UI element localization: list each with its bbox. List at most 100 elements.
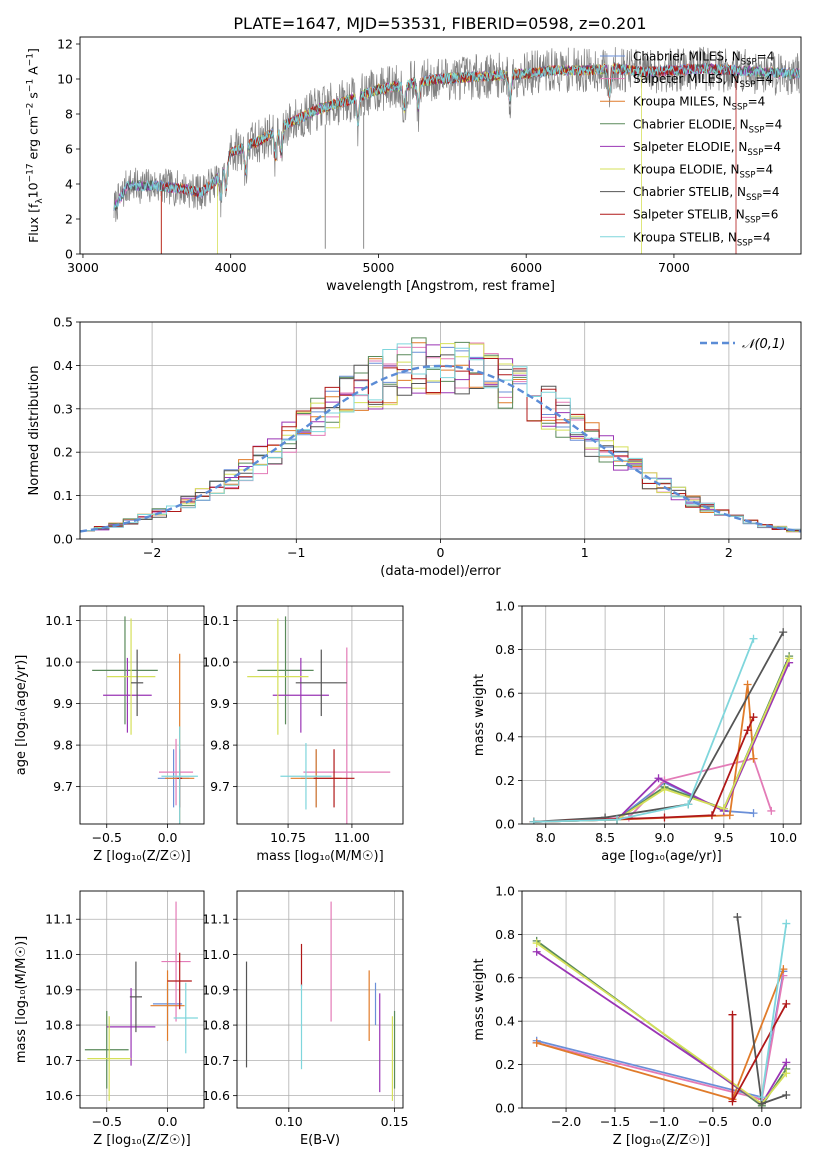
errorbar-point [272, 657, 329, 733]
mass-weight-vs-age-lines [529, 628, 794, 824]
y-label-part: s [26, 92, 41, 103]
legend-text: Kroupa STELIB, N [633, 230, 737, 244]
errorbar-point [161, 901, 191, 1022]
legend-count: =4 [748, 95, 766, 109]
x-tick-label: 0.10 [275, 1114, 303, 1129]
errorbar-point [280, 743, 332, 810]
mass-weight-line [533, 631, 784, 823]
mass-weight-line [760, 923, 788, 1098]
legend-count: =4 [755, 163, 773, 177]
x-axis-label: Z [log₁₀(Z/Z☉)] [93, 1133, 190, 1148]
y-tick-label: 0.6 [495, 686, 515, 701]
legend-count: =4 [765, 117, 783, 131]
legend-subscript: SSP [740, 80, 756, 90]
errorbar-point [87, 1016, 132, 1101]
y-tick-label: 0.2 [495, 1057, 515, 1072]
y-tick-label: 9.7 [53, 779, 73, 794]
x-tick-label: 9.5 [714, 830, 734, 845]
plus-marker [532, 939, 541, 948]
errorbar-point [173, 982, 198, 1054]
plus-marker [728, 1010, 737, 1019]
x-tick-label: 3000 [67, 260, 99, 275]
y-tick-label: 11.1 [202, 912, 230, 927]
legend-label: Salpeter STELIB, NSSP=6 [633, 208, 778, 226]
legend-subscript: SSP [732, 103, 748, 113]
y-tick-label: 8 [65, 107, 73, 122]
y-tick-label: 0 [65, 247, 73, 262]
plus-marker [749, 754, 758, 763]
x-tick-label: 0 [437, 545, 445, 560]
y-tick-label: 12 [57, 37, 73, 52]
errorbar-point [106, 618, 156, 735]
y-tick-label: 10.7 [45, 1053, 73, 1068]
legend-count: =6 [761, 208, 779, 222]
y-tick-label: 10.1 [45, 613, 73, 628]
y-tick-label: 10.9 [202, 982, 230, 997]
plus-marker [654, 774, 663, 783]
x-tick-label: 0.15 [381, 1114, 409, 1129]
x-tick-label: 2 [725, 545, 733, 560]
mass-vs-EBV-errorbars [245, 901, 396, 1101]
y-tick-label: 10.1 [202, 613, 230, 628]
y-axis-label: Flux [fλ10−17 erg cm−2 s−1 A−1] [26, 48, 46, 243]
plus-marker [728, 1097, 737, 1106]
plot-layer: 3000 4000 5000 6000 7000024681012wavelength … [14, 37, 802, 1148]
x-tick-label: 8.5 [595, 830, 615, 845]
x-tick-label: 8.0 [536, 830, 556, 845]
plus-marker [782, 919, 791, 928]
plus-marker [749, 634, 758, 643]
mass-weight-vs-Z-axes: −2.0 −1.5 −1.0 −0.5 0.0 0.0 0.2 0.4 0.6 0.8 1.0 [495, 884, 801, 1129]
y-tick-label: 0.5 [53, 315, 73, 330]
mass-weight-line [533, 638, 755, 823]
errorbar-point [129, 961, 142, 1033]
y-tick-label: 1.0 [495, 884, 515, 899]
y-tick-label: 9.8 [53, 738, 73, 753]
x-axis-label: age [log₁₀(age/yr)] [601, 849, 722, 864]
mass-vs-Z-errorbars [84, 901, 198, 1101]
legend-count: =4 [757, 50, 775, 64]
legend-text: Chabrier MILES, N [633, 50, 741, 64]
plus-marker [733, 913, 742, 922]
y-tick-label: 0.3 [53, 401, 73, 416]
x-tick-label: 10.75 [270, 830, 306, 845]
normal-reference-curve [80, 364, 801, 533]
legend-text: Kroupa ELODIE, N [633, 163, 740, 177]
legend-text: Chabrier ELODIE, N [633, 117, 749, 131]
y-axis-label: mass [log₁₀(M/M☉)] [14, 936, 29, 1063]
y-tick-label: 10.9 [45, 982, 73, 997]
spectrum-axes: 3000 4000 5000 6000 7000 0 2 4 6 8 10 12 [57, 37, 690, 276]
errorbar-point [92, 616, 158, 725]
y-axis-label: mass weight [472, 958, 487, 1040]
age-vs-mass-errorbars [247, 616, 391, 824]
errorbar-point [257, 616, 314, 725]
y-tick-label: 10.7 [202, 1053, 230, 1068]
errorbar-point [106, 988, 156, 1066]
legend-subscript: SSP [740, 171, 756, 181]
plus-marker [660, 813, 669, 822]
residual-histogram [80, 354, 801, 532]
errorbar-point [159, 738, 194, 806]
plus-marker [684, 800, 693, 809]
mass-weight-vs-Z-frame [521, 890, 802, 1109]
age-vs-mass-frame [236, 605, 404, 825]
errorbar-point [295, 649, 347, 717]
x-tick-label: 0.0 [158, 830, 178, 845]
plus-marker [612, 815, 621, 824]
plus-marker [707, 811, 716, 820]
x-tick-label: 1 [581, 545, 589, 560]
legend-text: Salpeter MILES, N [633, 72, 740, 86]
y-axis-label: age [log₁₀(age/yr)] [14, 655, 29, 776]
y-label-part: Flux [f [26, 203, 41, 243]
y-tick-label: 9.9 [53, 696, 73, 711]
x-tick-label: −1 [287, 545, 305, 560]
y-label-part: −1 [26, 79, 36, 92]
plus-marker [529, 817, 538, 824]
legend-text: Salpeter STELIB, N [633, 208, 745, 222]
legend-label: Salpeter MILES, NSSP=4 [633, 72, 773, 90]
y-tick-label: 10.6 [202, 1088, 230, 1103]
x-axis-label: E(B-V) [300, 1133, 340, 1148]
x-tick-label: −0.5 [92, 830, 122, 845]
y-label-part: −2 [26, 103, 36, 116]
